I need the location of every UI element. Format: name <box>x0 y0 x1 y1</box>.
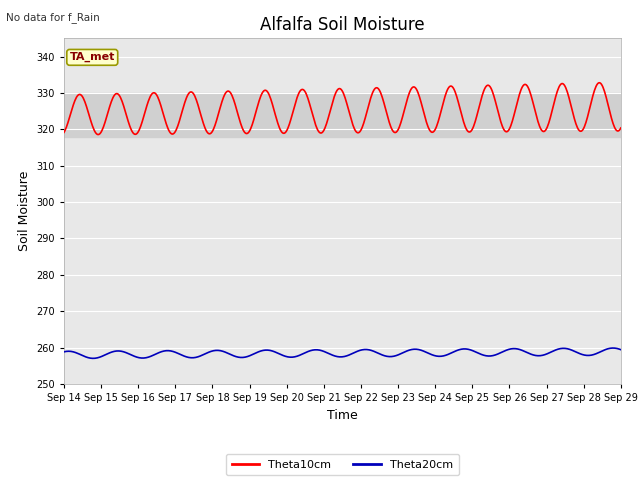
Y-axis label: Soil Moisture: Soil Moisture <box>18 171 31 252</box>
Text: TA_met: TA_met <box>70 52 115 62</box>
Text: No data for f_Rain: No data for f_Rain <box>6 12 100 23</box>
Bar <box>64 93 621 137</box>
Title: Alfalfa Soil Moisture: Alfalfa Soil Moisture <box>260 16 425 34</box>
Legend: Theta10cm, Theta20cm: Theta10cm, Theta20cm <box>226 454 459 475</box>
X-axis label: Time: Time <box>327 408 358 421</box>
